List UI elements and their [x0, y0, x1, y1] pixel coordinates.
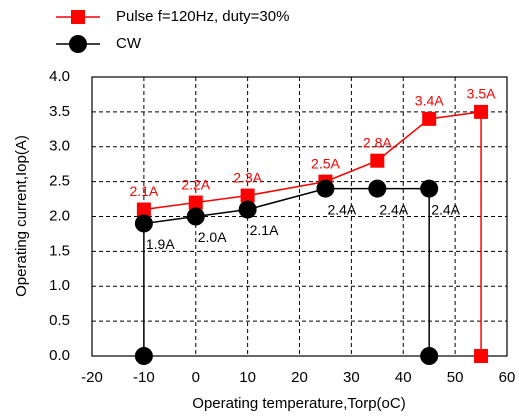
data-point: [188, 195, 203, 210]
legend-label: CW: [116, 35, 142, 52]
x-axis-label: Operating temperature,Torp(oC): [192, 395, 405, 412]
data-label: 2.4A: [327, 201, 356, 217]
x-tick-label: 40: [395, 369, 412, 386]
data-label: 2.3A: [233, 169, 262, 185]
legend-marker: [69, 35, 87, 53]
y-axis-label: Operating current,Iop(A): [13, 135, 30, 297]
data-point: [474, 104, 489, 119]
data-label: 2.4A: [431, 201, 460, 217]
x-tick-label: 20: [291, 369, 308, 386]
data-label: 2.5A: [311, 155, 340, 171]
data-point: [420, 179, 439, 198]
plot-border: [91, 76, 508, 357]
x-tick-label: 0: [192, 369, 200, 386]
data-label: 3.5A: [467, 86, 496, 102]
data-label: 2.0A: [198, 229, 227, 245]
x-tick-label: 10: [239, 369, 256, 386]
x-tick-label: 50: [447, 369, 464, 386]
x-tick-label: 30: [343, 369, 360, 386]
y-tick-label: 2.5: [49, 173, 70, 190]
data-label: 1.9A: [146, 236, 175, 252]
legend-marker: [71, 10, 85, 24]
y-tick-label: 1.5: [49, 242, 70, 259]
data-point: [316, 179, 335, 198]
x-tick-label: 60: [499, 369, 516, 386]
y-tick-label: 3.0: [49, 138, 70, 155]
data-point: [134, 347, 153, 365]
y-tick-label: 0.5: [49, 312, 70, 329]
y-tick-label: 0.0: [49, 347, 70, 364]
y-tick-label: 3.5: [49, 103, 70, 120]
legend-label: Pulse f=120Hz, duty=30%: [116, 8, 289, 25]
data-point: [370, 153, 385, 168]
data-label: 2.2A: [181, 176, 210, 192]
data-label: 2.1A: [129, 183, 158, 199]
data-point: [422, 111, 437, 126]
data-point: [136, 202, 151, 217]
series-line: [143, 111, 482, 356]
data-label: 2.8A: [363, 134, 392, 150]
x-tick-label: -20: [81, 369, 103, 386]
y-tick-label: 1.0: [49, 277, 70, 294]
data-label: 3.4A: [415, 93, 444, 109]
data-point: [238, 200, 257, 219]
data-point: [186, 207, 205, 226]
data-label: 2.4A: [379, 201, 408, 217]
y-tick-label: 4.0: [49, 68, 70, 85]
data-point: [420, 347, 439, 365]
data-point: [240, 188, 255, 203]
y-tick-label: 2.0: [49, 207, 70, 224]
data-point: [368, 179, 387, 198]
data-point: [474, 349, 489, 363]
x-tick-label: -10: [133, 369, 155, 386]
data-point: [134, 214, 153, 233]
data-label: 2.1A: [250, 222, 279, 238]
